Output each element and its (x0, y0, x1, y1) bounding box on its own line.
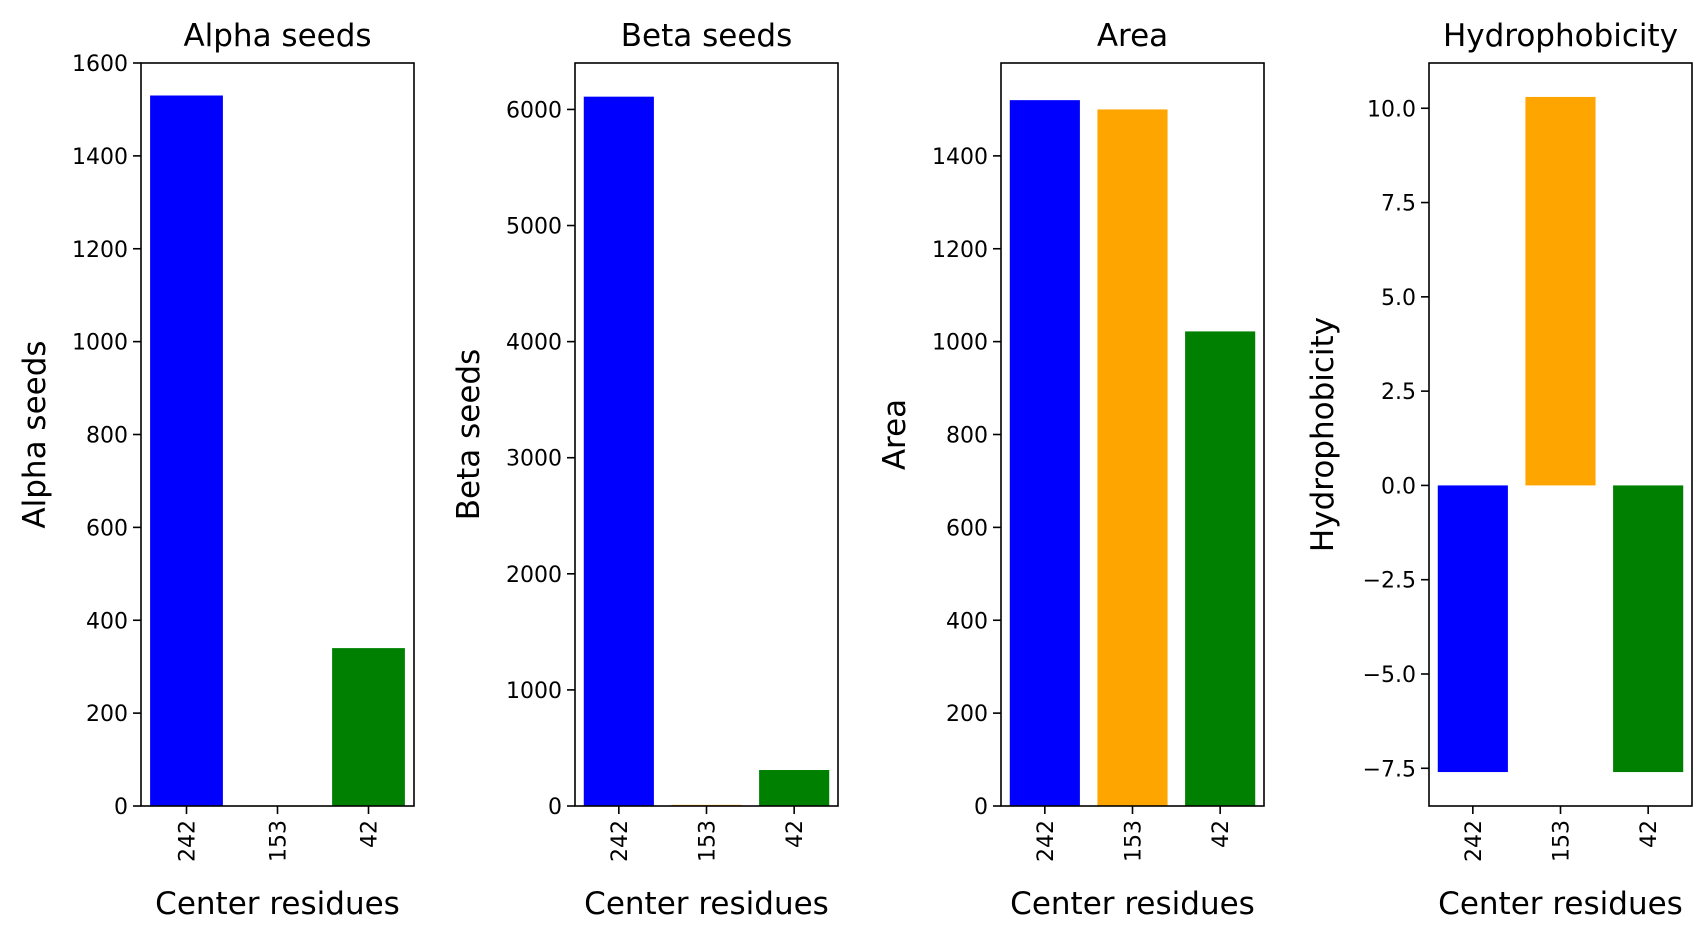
bar-153 (1525, 96, 1596, 486)
x-tick-label: 153 (1122, 820, 1147, 862)
y-tick-label: 7.5 (1381, 192, 1416, 217)
y-tick-label: 200 (946, 702, 988, 727)
y-tick-label: 800 (86, 424, 128, 449)
bar-42 (332, 648, 405, 806)
y-tick-label: 600 (86, 516, 128, 541)
bar-242 (1437, 485, 1508, 773)
chart-2: 0 1000 2000 3000 4000 5000 6000 242 153 42 Beta se… (451, 18, 839, 922)
y-tick-label: −7.5 (1363, 757, 1416, 782)
x-axis-label: Center residues (1438, 886, 1683, 922)
bar-42 (1185, 331, 1256, 806)
y-tick-label: 1000 (932, 331, 988, 356)
x-tick-label: 42 (1209, 820, 1234, 848)
x-axis-label: Center residues (155, 886, 400, 922)
x-tick-label: 42 (358, 820, 383, 848)
y-tick-label: 200 (86, 702, 128, 727)
y-tick-label: 3000 (506, 447, 562, 472)
chart-title: Area (1097, 18, 1168, 54)
bar-42 (759, 770, 830, 806)
y-axis-label: Hydrophobicity (1305, 317, 1341, 552)
y-tick-label: 1200 (72, 238, 128, 263)
y-tick-label: 5000 (506, 215, 562, 240)
x-tick-label: 153 (267, 820, 292, 862)
x-tick-label: 242 (176, 820, 201, 862)
y-tick-label: 6000 (506, 98, 562, 123)
x-tick-label: 42 (1637, 820, 1662, 848)
y-tick-label: 5.0 (1381, 286, 1416, 311)
x-tick-label: 153 (696, 820, 721, 862)
y-tick-label: 600 (946, 516, 988, 541)
chart-title: Alpha seeds (183, 18, 371, 54)
y-axis-label: Beta seeds (451, 349, 487, 520)
y-tick-label: 1400 (72, 145, 128, 170)
x-tick-label: 153 (1550, 820, 1575, 862)
y-tick-label: 0 (974, 795, 988, 820)
y-tick-label: 1000 (506, 679, 562, 704)
x-tick-label: 42 (783, 820, 808, 848)
bar-242 (150, 95, 223, 807)
bar-153 (1097, 109, 1168, 806)
y-tick-label: −5.0 (1363, 663, 1416, 688)
chart-4: −7.5 −5.0 −2.5 0.0 2.5 5.0 7.5 10.0 242 153 42 Hydr… (1305, 18, 1693, 922)
y-tick-label: 1000 (72, 331, 128, 356)
bar-42 (1613, 485, 1684, 773)
y-tick-label: 2000 (506, 563, 562, 588)
y-tick-label: 0 (114, 795, 128, 820)
chart-title: Hydrophobicity (1443, 18, 1678, 54)
y-tick-label: 0.0 (1381, 474, 1416, 499)
y-tick-label: 2.5 (1381, 380, 1416, 405)
y-tick-label: −2.5 (1363, 569, 1416, 594)
y-tick-label: 800 (946, 424, 988, 449)
y-tick-label: 0 (548, 795, 562, 820)
x-axis-label: Center residues (584, 886, 829, 922)
y-tick-label: 10.0 (1367, 97, 1416, 122)
bar-242 (583, 96, 654, 807)
y-tick-label: 1200 (932, 238, 988, 263)
x-axis-label: Center residues (1010, 886, 1255, 922)
y-tick-label: 400 (946, 609, 988, 634)
x-tick-label: 242 (608, 820, 633, 862)
x-tick-label: 242 (1462, 820, 1487, 862)
y-tick-label: 1400 (932, 145, 988, 170)
chart-3: 0 200 400 600 800 1000 1200 1400 242 153 42 Area Cen… (877, 18, 1265, 922)
bar-242 (1009, 100, 1080, 806)
chart-title: Beta seeds (621, 18, 792, 54)
y-axis-label: Alpha seeds (17, 340, 53, 528)
chart-1: 0 200 400 600 800 1000 1200 1400 1600 242 153 42 Alp… (17, 18, 415, 922)
y-tick-label: 1600 (72, 52, 128, 77)
y-tick-label: 4000 (506, 331, 562, 356)
y-axis-label: Area (877, 399, 913, 470)
y-tick-label: 400 (86, 609, 128, 634)
x-tick-label: 242 (1034, 820, 1059, 862)
